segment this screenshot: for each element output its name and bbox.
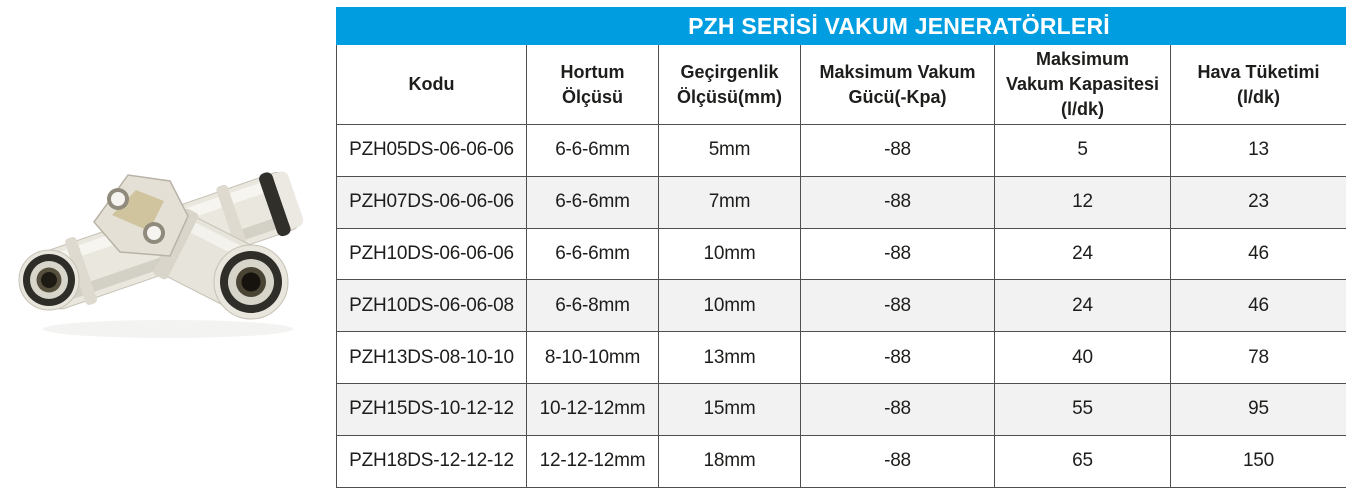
cell-maksimum-vakum-kapasitesi: 40 (994, 331, 1171, 384)
header-row: Kodu Hortum Ölçüsü Geçirgenlik Ölçüsü(mm) … (336, 45, 1346, 125)
cell-gecirgenlik-olcusu: 13mm (658, 331, 801, 384)
cell-gecirgenlik-olcusu: 10mm (658, 279, 801, 333)
table-row: PZH07DS-06-06-06 6-6-6mm 7mm -88 12 23 (336, 175, 1346, 229)
header-line: Kodu (408, 74, 455, 94)
cell-maksimum-vakum-gucu: -88 (800, 227, 995, 281)
header-line: Ölçüsü (561, 86, 623, 107)
cell-maksimum-vakum-kapasitesi: 55 (994, 382, 1171, 436)
cell-hava-tuketimi: 150 (1170, 434, 1346, 488)
cell-hava-tuketimi: 95 (1170, 382, 1346, 436)
cell-maksimum-vakum-gucu: -88 (800, 175, 995, 229)
column-header-kodu: Kodu (336, 45, 527, 125)
cell-hortum-olcusu: 6-6-6mm (526, 175, 659, 229)
cell-hava-tuketimi: 78 (1170, 331, 1346, 384)
column-header-gecirgenlik-olcusu: Geçirgenlik Ölçüsü(mm) (658, 45, 801, 125)
header-line: Hava Tüketimi (1197, 61, 1320, 82)
cell-hortum-olcusu: 6-6-8mm (526, 279, 659, 333)
cell-maksimum-vakum-kapasitesi: 65 (994, 434, 1171, 488)
column-header-maksimum-vakum-gucu: Maksimum Vakum Gücü(-Kpa) (800, 45, 995, 125)
cell-maksimum-vakum-kapasitesi: 5 (994, 124, 1171, 177)
header-line: Gücü(-Kpa) (848, 86, 947, 107)
pneumatic-tee-fitting-image (18, 171, 304, 338)
cell-kodu: PZH13DS-08-10-10 (336, 331, 527, 384)
cell-hortum-olcusu: 6-6-6mm (526, 227, 659, 281)
table-row: PZH18DS-12-12-12 12-12-12mm 18mm -88 65 … (336, 434, 1346, 488)
cell-kodu: PZH05DS-06-06-06 (336, 124, 527, 177)
header-line: Geçirgenlik (680, 61, 779, 82)
photo-shadow (43, 320, 293, 338)
cell-gecirgenlik-olcusu: 15mm (658, 382, 801, 436)
cell-kodu: PZH10DS-06-06-06 (336, 227, 527, 281)
header-line: (l/dk) (1237, 86, 1280, 107)
cell-hortum-olcusu: 12-12-12mm (526, 434, 659, 488)
cell-kodu: PZH15DS-10-12-12 (336, 382, 527, 436)
cell-maksimum-vakum-gucu: -88 (800, 382, 995, 436)
spec-table-panel: PZH SERİSİ VAKUM JENERATÖRLERİ Kodu Hort… (336, 7, 1346, 488)
table-title-bar: PZH SERİSİ VAKUM JENERATÖRLERİ (336, 7, 1346, 45)
cell-maksimum-vakum-kapasitesi: 24 (994, 227, 1171, 281)
cell-gecirgenlik-olcusu: 5mm (658, 124, 801, 177)
fitting-left-port (18, 249, 80, 311)
cell-maksimum-vakum-gucu: -88 (800, 331, 995, 384)
table-row: PZH15DS-10-12-12 10-12-12mm 15mm -88 55 … (336, 382, 1346, 436)
header-line: Maksimum Vakum (819, 61, 976, 82)
cell-maksimum-vakum-gucu: -88 (800, 124, 995, 177)
cell-hava-tuketimi: 13 (1170, 124, 1346, 177)
table-row: PZH05DS-06-06-06 6-6-6mm 5mm -88 5 13 (336, 124, 1346, 177)
table-row: PZH10DS-06-06-06 6-6-6mm 10mm -88 24 46 (336, 227, 1346, 281)
cell-hortum-olcusu: 6-6-6mm (526, 124, 659, 177)
column-header-hortum-olcusu: Hortum Ölçüsü (526, 45, 659, 125)
header-line: Hortum (560, 61, 625, 82)
header-line: Ölçüsü(mm) (676, 86, 782, 107)
cell-gecirgenlik-olcusu: 18mm (658, 434, 801, 488)
cell-hava-tuketimi: 46 (1170, 227, 1346, 281)
fitting-front-port (213, 244, 289, 320)
header-line: Maksimum (1035, 49, 1130, 69)
cell-maksimum-vakum-gucu: -88 (800, 434, 995, 488)
table-row: PZH10DS-06-06-08 6-6-8mm 10mm -88 24 46 (336, 279, 1346, 333)
table-row: PZH13DS-08-10-10 8-10-10mm 13mm -88 40 7… (336, 331, 1346, 384)
column-header-maksimum-vakum-kapasitesi: Maksimum Vakum Kapasitesi (l/dk) (994, 45, 1171, 125)
column-header-hava-tuketimi: Hava Tüketimi (l/dk) (1170, 45, 1346, 125)
cell-kodu: PZH18DS-12-12-12 (336, 434, 527, 488)
cell-maksimum-vakum-gucu: -88 (800, 279, 995, 333)
fitting-mounting-bracket (93, 174, 189, 257)
product-image-panel (0, 0, 336, 490)
cell-gecirgenlik-olcusu: 7mm (658, 175, 801, 229)
spec-table: Kodu Hortum Ölçüsü Geçirgenlik Ölçüsü(mm) … (336, 45, 1346, 488)
cell-maksimum-vakum-kapasitesi: 12 (994, 175, 1171, 229)
cell-kodu: PZH07DS-06-06-06 (336, 175, 527, 229)
cell-hava-tuketimi: 46 (1170, 279, 1346, 333)
cell-maksimum-vakum-kapasitesi: 24 (994, 279, 1171, 333)
cell-kodu: PZH10DS-06-06-08 (336, 279, 527, 333)
cell-hortum-olcusu: 10-12-12mm (526, 382, 659, 436)
cell-hava-tuketimi: 23 (1170, 175, 1346, 229)
header-line: Vakum Kapasitesi (1005, 74, 1160, 94)
cell-gecirgenlik-olcusu: 10mm (658, 227, 801, 281)
cell-hortum-olcusu: 8-10-10mm (526, 331, 659, 384)
header-line: (l/dk) (1061, 99, 1104, 119)
